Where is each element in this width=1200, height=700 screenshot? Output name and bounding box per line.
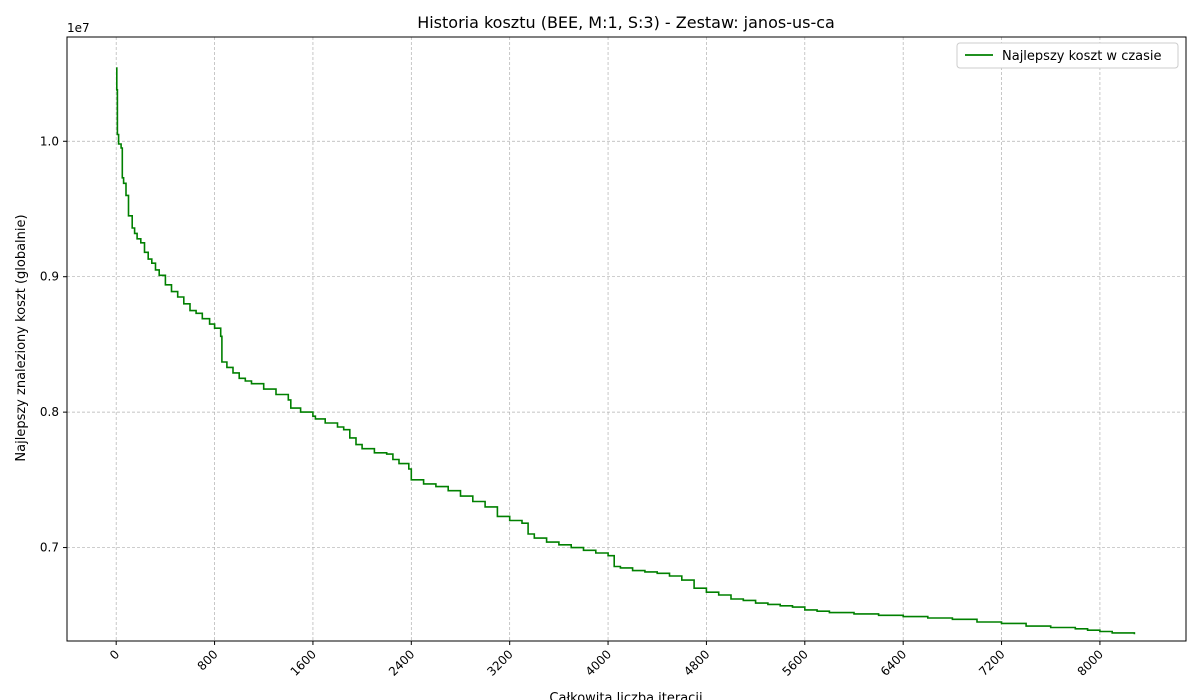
x-tick-label: 4800 [681,647,712,678]
legend-box [956,42,1179,69]
x-axis-label: Całkowita liczba iteracji [549,691,702,700]
y-tick-label: 1.0 [40,134,59,148]
x-tick-label: 5600 [779,647,810,678]
y-tick-label: 0.8 [40,405,59,419]
x-tick-label: 8000 [1075,647,1106,678]
x-tick-label: 4000 [583,647,614,678]
legend-label: Najlepszy koszt w czasie [1002,49,1162,64]
y-tick-label: 0.7 [40,541,59,555]
x-tick-label: 6400 [878,647,909,678]
y-axis-ticks: 0.7 0.8 0.9 1.0 [40,134,67,555]
x-axis-ticks: 0 800 1600 2400 3200 4000 4800 5600 6400 7200 8000 [107,641,1106,679]
x-tick-label: 800 [195,647,221,673]
chart-title: Historia kosztu (BEE, M:1, S:3) - Zestaw… [417,13,835,32]
x-tick-label: 2400 [386,647,417,678]
y-axis-label: Najlepszy znaleziony koszt (globalnie) [14,214,29,461]
series-line [116,67,1136,635]
y-axis-offset-label: 1e7 [67,21,90,35]
y-tick-label: 0.9 [40,270,59,284]
grid-layer [67,37,1186,641]
x-tick-label: 1600 [288,647,319,678]
plot-frame [66,36,1187,642]
x-tick-label: 7200 [976,647,1007,678]
legend: Najlepszy koszt w czasie [956,42,1179,69]
x-tick-label: 3200 [484,647,515,678]
x-tick-label: 0 [107,647,122,662]
